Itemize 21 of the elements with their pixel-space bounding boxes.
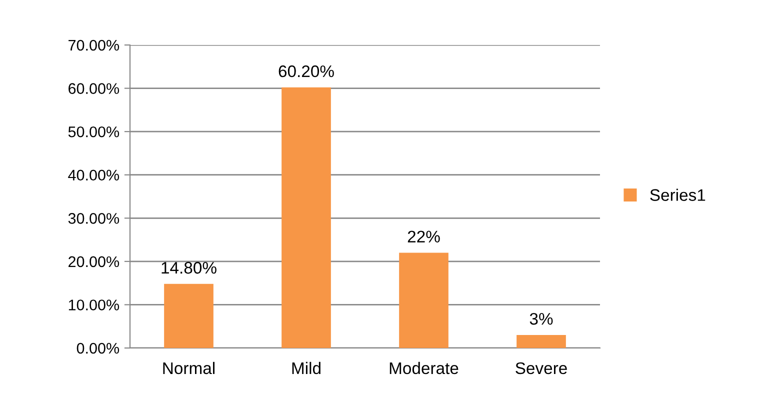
y-tick-label: 40.00%	[68, 170, 120, 181]
x-tick-label: Mild	[292, 362, 320, 374]
bar	[399, 252, 448, 348]
x-tick-label: Normal	[163, 362, 214, 374]
x-tick-label: Moderate	[390, 362, 458, 374]
y-tick-label: 20.00%	[68, 256, 120, 268]
data-label: 3%	[530, 312, 553, 325]
bar	[164, 284, 214, 348]
data-label: 22%	[408, 230, 440, 242]
y-tick-label: 70.00%	[68, 40, 120, 51]
legend-label: Series1	[650, 188, 706, 201]
bar	[516, 335, 566, 348]
y-tick-label: 0.00%	[76, 342, 120, 354]
y-tick-label: 50.00%	[68, 126, 120, 138]
data-label: 14.80%	[162, 262, 216, 274]
x-tick-label: Severe	[516, 362, 567, 374]
bar	[282, 87, 331, 348]
y-tick-label: 10.00%	[68, 300, 120, 310]
data-label: 60.20%	[278, 65, 334, 78]
y-tick-label: 60.00%	[68, 83, 120, 94]
y-tick-label: 30.00%	[68, 213, 120, 224]
